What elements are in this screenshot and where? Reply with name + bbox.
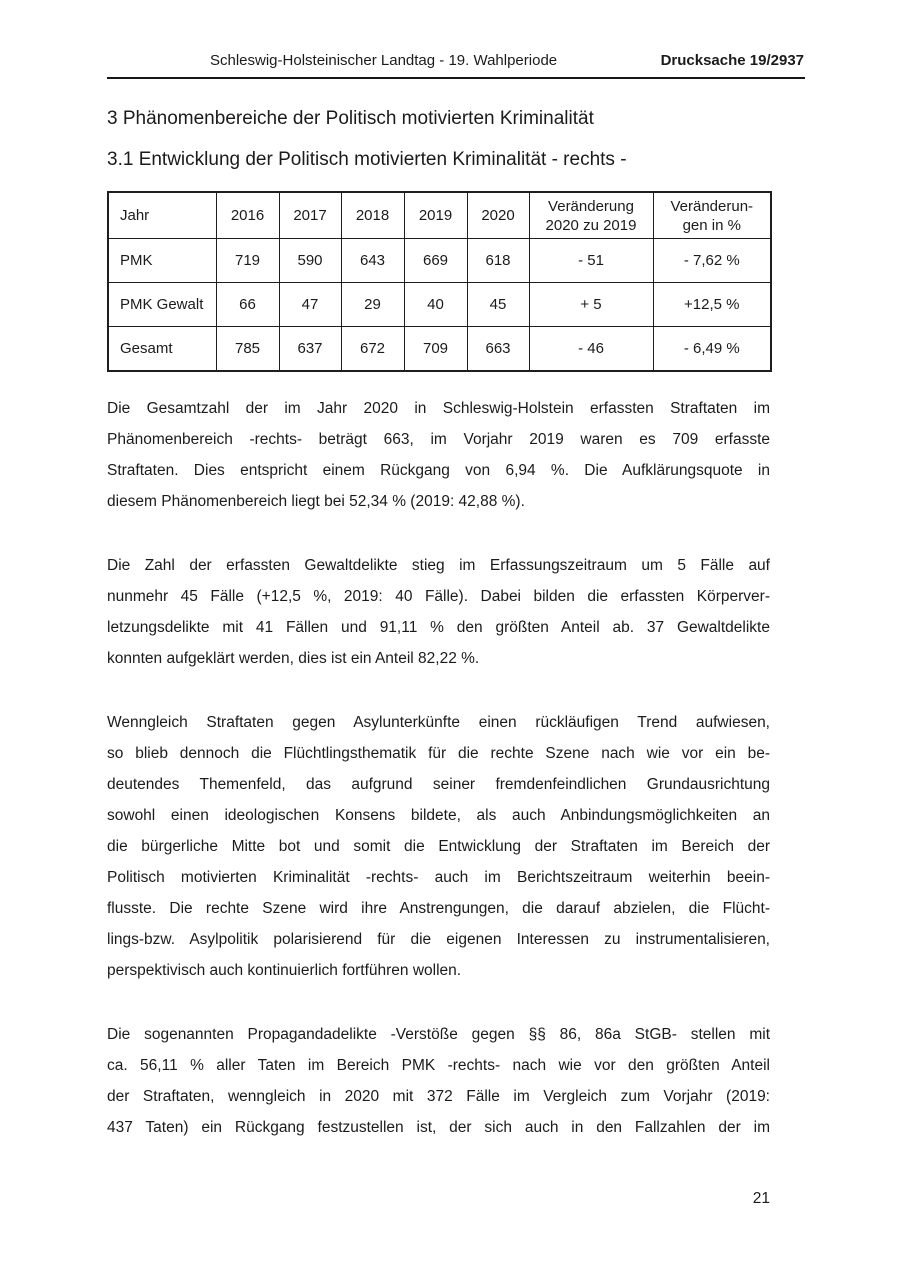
- paragraph-2: Die Zahl der erfassten Gewaltdelikte sti…: [107, 550, 770, 674]
- table-cell: 663: [466, 326, 530, 372]
- body-text: Die Gesamtzahl der im Jahr 2020 in Schle…: [107, 393, 770, 1176]
- col-header-2019: 2019: [403, 191, 468, 239]
- table-cell-change: - 51: [528, 238, 654, 283]
- paragraph-line: nunmehr 45 Fälle (+12,5 %, 2019: 40 Fäll…: [107, 588, 770, 605]
- table-cell: 672: [340, 326, 405, 372]
- table-cell: 590: [278, 238, 342, 283]
- table-cell: 637: [278, 326, 342, 372]
- paragraph-line: deutendes Themenfeld, das aufgrund seine…: [107, 776, 770, 793]
- row-label: Gesamt: [107, 326, 217, 372]
- table-cell-change: + 5: [528, 282, 654, 327]
- table-row-pmk: PMK 719 590 643 669 618 - 51 - 7,62 %: [107, 238, 772, 283]
- paragraph-line: letzungsdelikte mit 41 Fällen und 91,11 …: [107, 619, 770, 636]
- col-header-2020: 2020: [466, 191, 530, 239]
- paragraph-line: flusste. Die rechte Szene wird ihre Anst…: [107, 900, 770, 917]
- col-header-2017: 2017: [278, 191, 342, 239]
- table-container: Jahr 2016 2017 2018 2019 2020 Veränderun…: [107, 191, 772, 372]
- table-row-pmk-gewalt: PMK Gewalt 66 47 29 40 45 + 5 +12,5 %: [107, 282, 772, 327]
- paragraph-line: ca. 56,11 % aller Taten im Bereich PMK -…: [107, 1057, 770, 1074]
- col-header-2016: 2016: [215, 191, 280, 239]
- paragraph-4: Die sogenannten Propagandadelikte -Verst…: [107, 1019, 770, 1143]
- paragraph-line: diesem Phänomenbereich liegt bei 52,34 %…: [107, 493, 525, 510]
- pmk-statistics-table: Jahr 2016 2017 2018 2019 2020 Veränderun…: [107, 191, 772, 372]
- paragraph-3: Wenngleich Straftaten gegen Asylunterkün…: [107, 707, 770, 986]
- paragraph-1: Die Gesamtzahl der im Jahr 2020 in Schle…: [107, 393, 770, 517]
- paragraph-line: Die Gesamtzahl der im Jahr 2020 in Schle…: [107, 400, 770, 417]
- table-cell-change-percent: +12,5 %: [652, 282, 772, 327]
- section-heading: 3 Phänomenbereiche der Politisch motivie…: [107, 108, 594, 129]
- row-label: PMK: [107, 238, 217, 283]
- paragraph-line: 437 Taten) ein Rückgang festzustellen is…: [107, 1119, 770, 1136]
- table-cell: 45: [466, 282, 530, 327]
- table-row-gesamt: Gesamt 785 637 672 709 663 - 46 - 6,49 %: [107, 326, 772, 372]
- col-header-change: Veränderung 2020 zu 2019: [528, 191, 654, 239]
- table-header-row: Jahr 2016 2017 2018 2019 2020 Veränderun…: [107, 191, 772, 239]
- table-cell-change: - 46: [528, 326, 654, 372]
- header-left-text: Schleswig-Holsteinischer Landtag - 19. W…: [210, 52, 558, 69]
- paragraph-line: lings-bzw. Asylpolitik polarisierend für…: [107, 931, 770, 948]
- row-label: PMK Gewalt: [107, 282, 217, 327]
- paragraph-line: konnten aufgeklärt werden, dies ist ein …: [107, 650, 480, 667]
- paragraph-line: Wenngleich Straftaten gegen Asylunterkün…: [107, 714, 770, 731]
- col-header-change-percent: Veränderun- gen in %: [652, 191, 772, 239]
- table-cell-change-percent: - 6,49 %: [652, 326, 772, 372]
- table-cell: 719: [215, 238, 280, 283]
- paragraph-line: sowohl einen ideologischen Konsens bilde…: [107, 807, 770, 824]
- subsection-heading: 3.1 Entwicklung der Politisch motivierte…: [107, 149, 627, 170]
- paragraph-line: so blieb dennoch die Flüchtlingsthematik…: [107, 745, 770, 762]
- table-cell: 643: [340, 238, 405, 283]
- paragraph-line: Politisch motivierten Kriminalität -rech…: [107, 869, 770, 886]
- paragraph-line: perspektivisch auch kontinuierlich fortf…: [107, 962, 462, 979]
- col-header-2018: 2018: [340, 191, 405, 239]
- table-cell: 47: [278, 282, 342, 327]
- header-rule: [107, 77, 805, 79]
- table-cell: 669: [403, 238, 468, 283]
- table-cell: 618: [466, 238, 530, 283]
- paragraph-line: Die Zahl der erfassten Gewaltdelikte sti…: [107, 557, 770, 574]
- table-cell: 40: [403, 282, 468, 327]
- col-header-jahr: Jahr: [107, 191, 217, 239]
- header-right-text: Drucksache 19/2937: [660, 52, 804, 69]
- paragraph-line: Die sogenannten Propagandadelikte -Verst…: [107, 1026, 770, 1043]
- table-cell-change-percent: - 7,62 %: [652, 238, 772, 283]
- table-cell: 29: [340, 282, 405, 327]
- table-cell: 785: [215, 326, 280, 372]
- paragraph-line: die bürgerliche Mitte bot und somit die …: [107, 838, 770, 855]
- page-number: 21: [752, 1190, 770, 1207]
- paragraph-line: der Straftaten, wenngleich in 2020 mit 3…: [107, 1088, 770, 1105]
- table-cell: 66: [215, 282, 280, 327]
- paragraph-line: Straftaten. Dies entspricht einem Rückga…: [107, 462, 770, 479]
- table-cell: 709: [403, 326, 468, 372]
- paragraph-line: Phänomenbereich -rechts- beträgt 663, im…: [107, 431, 770, 448]
